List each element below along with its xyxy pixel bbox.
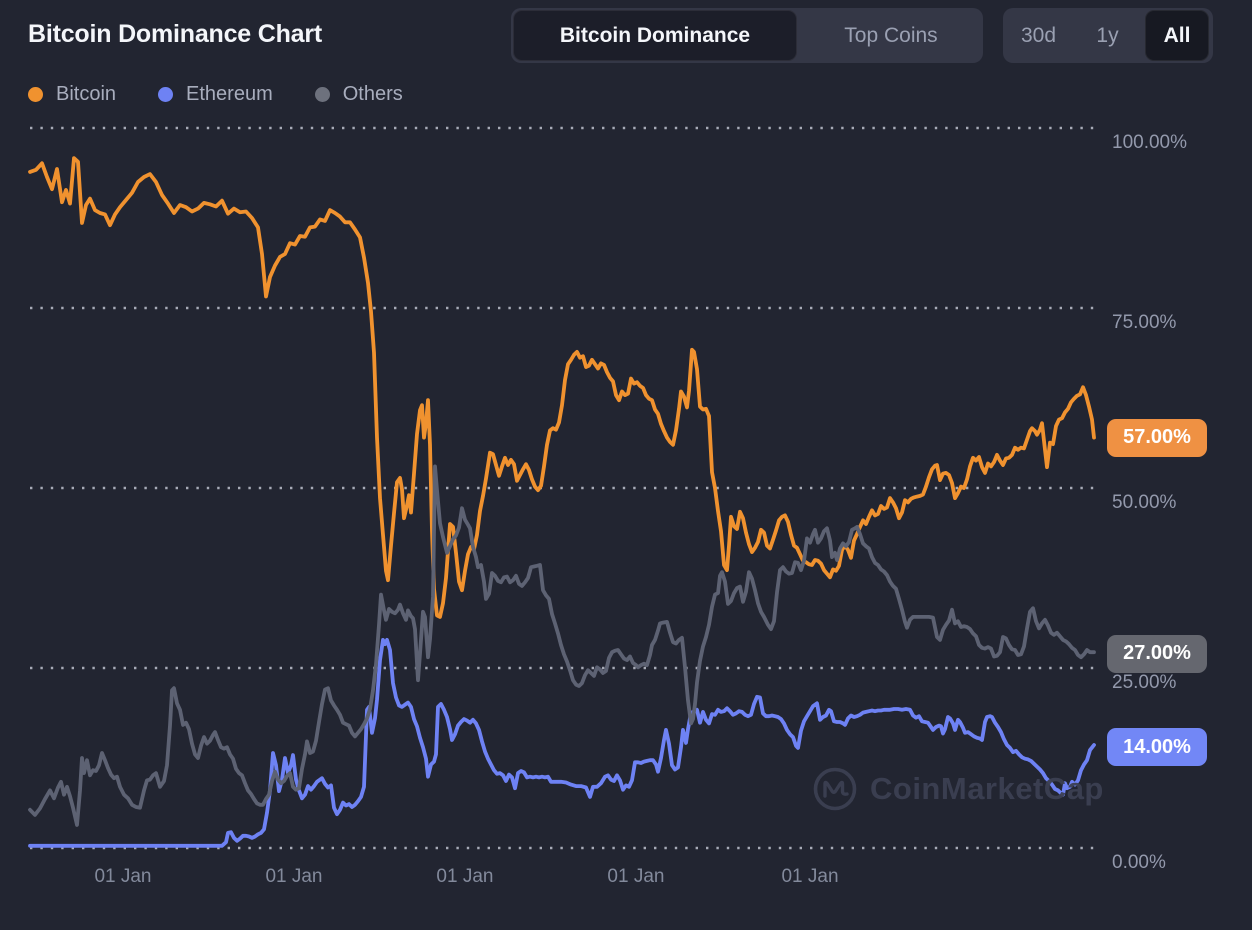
coinmarketcap-logo-icon	[813, 767, 857, 811]
time-range-toggle: 30d 1y All	[1003, 8, 1213, 63]
chart-type-toggle: Bitcoin Dominance Top Coins	[511, 8, 983, 63]
x-axis-tick-4: 01 Jan	[781, 866, 839, 887]
y-axis-tick-100: 100.00%	[1112, 132, 1188, 153]
legend-item-others[interactable]: Others	[314, 83, 403, 106]
value-badge-others: 27.00%	[1107, 634, 1207, 673]
x-axis-tick-0: 01 Jan	[94, 866, 152, 887]
y-axis-tick-25: 25.00%	[1112, 672, 1177, 693]
y-axis-tick-0: 0.00%	[1112, 852, 1166, 873]
legend-label: Bitcoin	[56, 83, 117, 105]
bitcoin-dot-icon	[28, 87, 43, 102]
tab-bitcoin-dominance[interactable]: Bitcoin Dominance	[513, 10, 797, 61]
series-line-bitcoin	[28, 156, 1096, 619]
tab-top-coins[interactable]: Top Coins	[844, 23, 938, 47]
watermark: CoinMarketCap	[812, 766, 1104, 812]
series-line-ethereum	[28, 638, 1096, 848]
range-30d-button[interactable]: 30d	[1021, 23, 1057, 47]
range-1y-button[interactable]: 1y	[1096, 23, 1119, 47]
legend-label: Ethereum	[186, 83, 273, 105]
y-axis-tick-75: 75.00%	[1112, 312, 1177, 333]
series-line-others	[28, 464, 1096, 827]
watermark-text: CoinMarketCap	[870, 771, 1104, 806]
range-all-button[interactable]: All	[1144, 10, 1209, 61]
legend-item-bitcoin[interactable]: Bitcoin	[28, 83, 116, 106]
others-dot-icon	[314, 87, 330, 102]
legend-item-ethereum[interactable]: Ethereum	[158, 83, 273, 106]
value-badge-ethereum: 14.00%	[1107, 728, 1207, 767]
page-title: Bitcoin Dominance Chart	[28, 20, 323, 48]
x-axis-tick-1: 01 Jan	[265, 866, 323, 887]
x-axis-tick-3: 01 Jan	[607, 866, 665, 887]
ethereum-dot-icon	[158, 87, 174, 102]
value-badge-bitcoin: 57.00%	[1107, 418, 1207, 457]
x-axis-tick-2: 01 Jan	[436, 866, 494, 887]
legend-label: Others	[342, 83, 403, 105]
y-axis-tick-50: 50.00%	[1112, 492, 1177, 513]
legend: Bitcoin Ethereum Others	[28, 83, 403, 106]
